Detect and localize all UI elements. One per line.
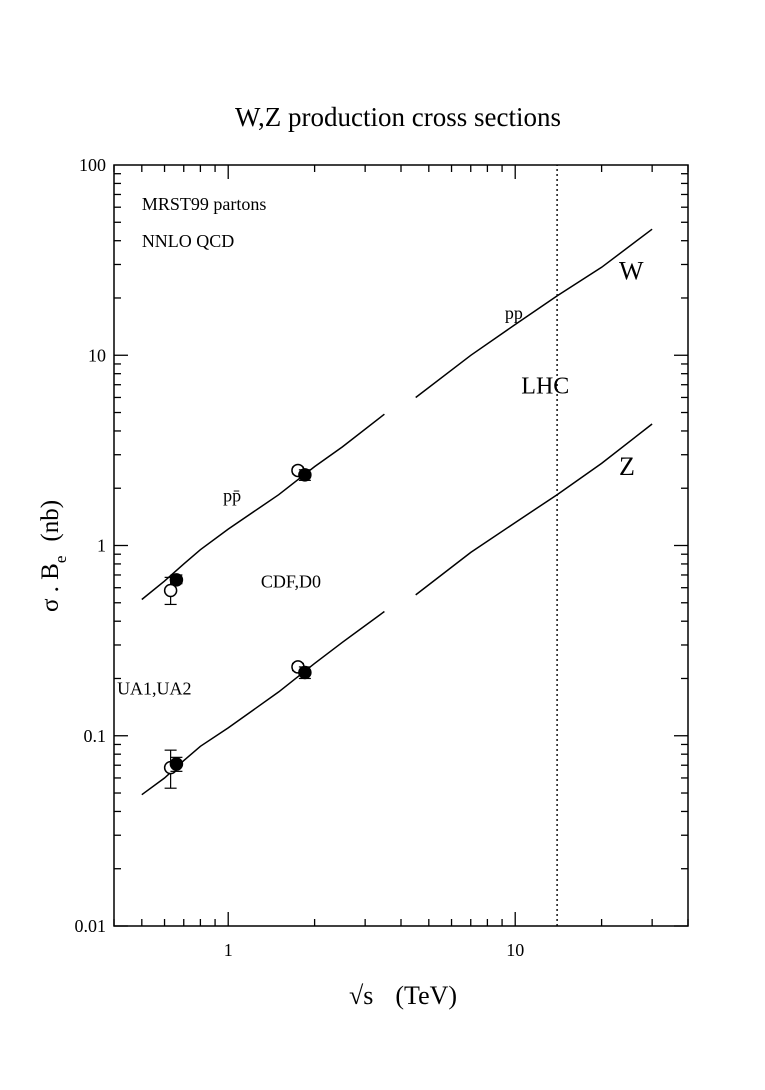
annotation-ppbar: pp̄ [223,486,241,506]
y-tick-label: 1 [97,536,106,556]
x-tick-label: 1 [224,940,233,960]
annotations: MRST99 partons NNLO QCD pp W LHC pp̄ CDF,D0 Z UA… [117,194,644,698]
filled-point-z [169,757,184,771]
x-axis-label-var: √s [349,981,373,1010]
filled-point-z [298,665,312,680]
y-tick-label: 100 [79,155,106,175]
axis-ticks [113,165,689,927]
filled-point-w [298,468,312,482]
svg-text:σ . Be(nb): σ . Be (nb) [37,500,70,612]
annotation-Z: Z [619,452,635,481]
chart-title: W,Z production cross sections [235,102,561,132]
annotation-ua: UA1,UA2 [117,678,192,698]
y-axis-label-units: (nb) [37,500,64,542]
y-tick-label: 0.01 [75,916,107,936]
annotation-mrst: MRST99 partons [142,194,267,214]
plot-frame [113,164,689,927]
y-tick-label: 10 [88,345,106,365]
x-axis-label: √s (TeV) [349,981,457,1010]
data-points [163,463,312,789]
y-axis-label: σ . Be (nb) [37,500,70,612]
y-tick-label: 0.1 [84,726,107,746]
annotation-pp: pp [505,303,523,323]
series-line-w-pp [415,228,653,399]
series-line-z-pp [415,423,653,596]
annotation-W: W [619,257,644,286]
annotation-LHC: LHC [521,373,569,399]
x-tick-label: 10 [506,940,524,960]
filled-point-w [169,573,184,587]
annotation-cdfd0: CDF,D0 [261,572,321,592]
tick-labels: 100 10 1 0.1 0.01 1 10 [75,155,525,960]
y-axis-label-sub: e [51,556,70,564]
x-axis-label-units: (TeV) [395,981,457,1010]
curves [141,165,653,926]
open-point-w [163,583,178,598]
annotation-nnlo: NNLO QCD [142,231,235,251]
y-axis-label-base: σ . B [37,563,64,612]
